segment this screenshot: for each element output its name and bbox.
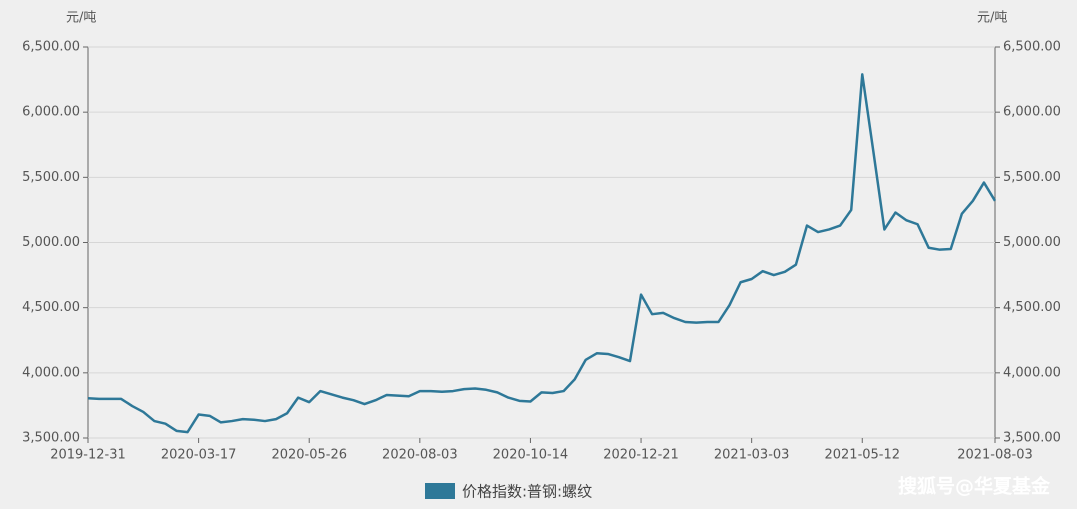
y2-unit: 元/吨: [977, 11, 1007, 26]
y2-tick-label: 5,500.00: [1003, 170, 1061, 185]
y-tick-label: 4,500.00: [22, 300, 80, 315]
y2-tick-label: 6,000.00: [1003, 105, 1061, 120]
y-tick-label: 5,000.00: [22, 235, 80, 250]
y-tick-label: 6,500.00: [22, 40, 80, 55]
y-tick-label: 3,500.00: [22, 431, 80, 446]
x-tick-label: 2020-03-17: [161, 448, 237, 463]
x-tick-label: 2019-12-31: [50, 448, 126, 463]
line-series: [87, 73, 997, 434]
y-tick-label: 6,000.00: [22, 105, 80, 120]
x-tick-label: 2020-05-26: [271, 448, 347, 463]
x-tick-label: 2020-08-03: [382, 448, 458, 463]
y2-tick-label: 4,500.00: [1003, 300, 1061, 315]
y2-tick-label: 4,000.00: [1003, 365, 1061, 380]
y2-tick-label: 5,000.00: [1003, 235, 1061, 250]
y2-tick-label: 3,500.00: [1003, 431, 1061, 446]
y-tick-label: 5,500.00: [22, 170, 80, 185]
x-tick-label: 2021-05-12: [824, 448, 900, 463]
x-tick-label: 2020-12-21: [603, 448, 679, 463]
x-tick-label: 2021-08-03: [957, 448, 1033, 463]
legend-label: 价格指数:普钢:螺纹: [462, 483, 592, 501]
x-tick-label: 2020-10-14: [493, 448, 569, 463]
legend-swatch: [425, 483, 455, 499]
y2-tick-label: 6,500.00: [1003, 40, 1061, 55]
y-tick-label: 4,000.00: [22, 365, 80, 380]
watermark: 搜狐号@华夏基金: [898, 475, 1051, 498]
x-tick-label: 2021-03-03: [714, 448, 790, 463]
y-unit: 元/吨: [66, 11, 96, 26]
